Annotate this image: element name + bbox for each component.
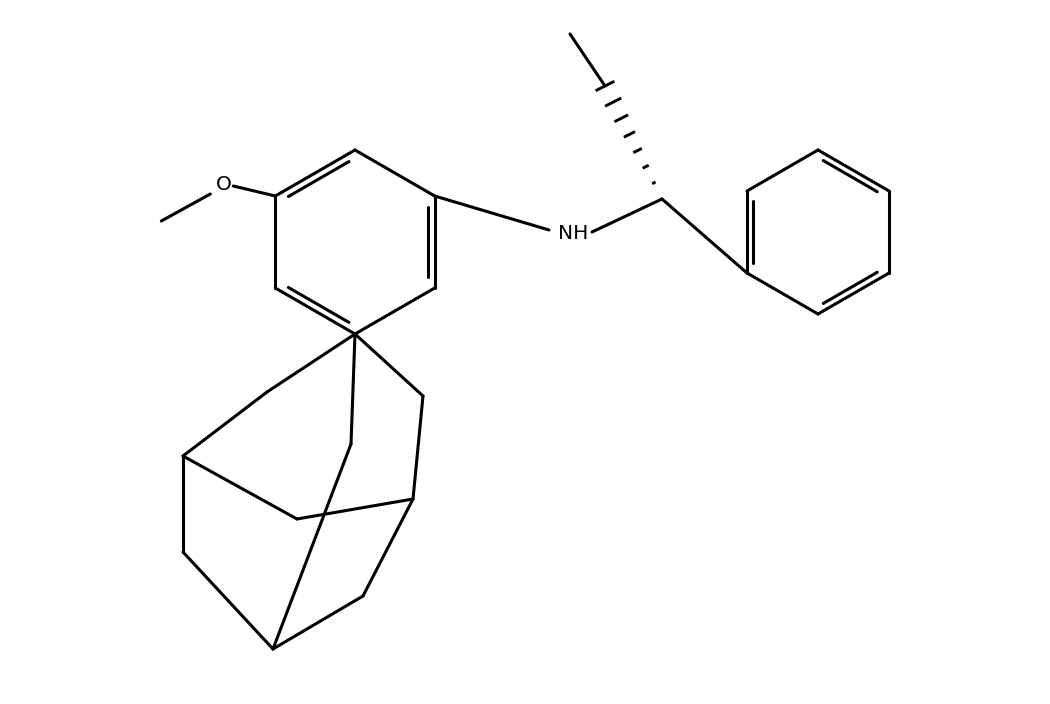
Text: NH: NH — [558, 225, 588, 244]
Text: O: O — [215, 175, 231, 194]
